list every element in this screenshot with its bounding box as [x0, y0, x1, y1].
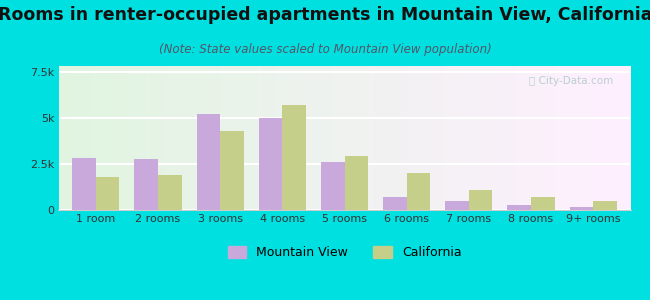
Bar — [508, 206, 531, 210]
Bar — [259, 118, 282, 210]
Text: (Note: State values scaled to Mountain View population): (Note: State values scaled to Mountain V… — [159, 44, 491, 56]
Bar — [531, 197, 554, 210]
Bar — [282, 105, 306, 210]
Bar — [593, 201, 617, 210]
Legend: Mountain View, California: Mountain View, California — [222, 241, 467, 264]
Bar — [469, 190, 493, 210]
Text: Rooms in renter-occupied apartments in Mountain View, California: Rooms in renter-occupied apartments in M… — [0, 6, 650, 24]
Bar — [344, 157, 368, 210]
Bar — [196, 114, 220, 210]
Bar — [72, 158, 96, 210]
Bar — [158, 175, 181, 210]
Bar — [569, 207, 593, 210]
Bar — [96, 177, 120, 210]
Bar — [407, 173, 430, 210]
Bar — [220, 130, 244, 210]
Text: Ⓢ City-Data.com: Ⓢ City-Data.com — [529, 76, 614, 86]
Bar — [135, 159, 158, 210]
Bar — [321, 162, 345, 210]
Bar — [445, 201, 469, 210]
Bar — [383, 197, 407, 210]
